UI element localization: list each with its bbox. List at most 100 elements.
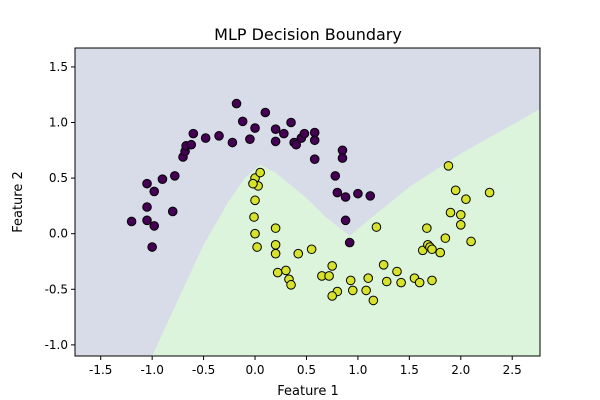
y-tick-label: 0.5 bbox=[49, 171, 68, 185]
scatter-point-class-0 bbox=[340, 192, 351, 202]
scatter-point-class-1 bbox=[270, 248, 281, 259]
scatter-point-class-0 bbox=[126, 216, 137, 227]
scatter-point-class-1 bbox=[427, 244, 437, 255]
scatter-point-class-1 bbox=[249, 212, 259, 222]
y-axis-ticks: -1.0 -0.5 0.0 0.5 1.0 1.5 bbox=[45, 60, 75, 352]
scatter-point-class-1 bbox=[461, 194, 471, 205]
scatter-point-class-1 bbox=[450, 185, 461, 196]
scatter-point-class-0 bbox=[200, 133, 211, 143]
scatter-point-class-1 bbox=[327, 261, 337, 271]
scatter-point-class-1 bbox=[347, 285, 358, 296]
scatter-point-class-1 bbox=[270, 240, 281, 250]
x-tick-label: 2.0 bbox=[451, 363, 470, 377]
x-tick-label: 0.0 bbox=[245, 363, 264, 377]
scatter-point-class-0 bbox=[260, 107, 271, 118]
scatter-point-class-1 bbox=[250, 228, 260, 239]
scatter-point-class-1 bbox=[361, 285, 371, 296]
scatter-points bbox=[126, 98, 495, 306]
y-tick-label: 1.5 bbox=[49, 60, 68, 74]
scatter-point-class-0 bbox=[147, 242, 157, 252]
scatter-point-class-1 bbox=[327, 291, 337, 301]
scatter-point-class-1 bbox=[270, 223, 281, 233]
scatter-point-class-1 bbox=[306, 244, 317, 255]
scatter-point-class-0 bbox=[167, 206, 178, 217]
plot-frame bbox=[74, 47, 541, 357]
scatter-point-class-1 bbox=[396, 277, 406, 288]
scatter-point-class-1 bbox=[440, 233, 451, 243]
scatter-point-class-0 bbox=[344, 237, 355, 248]
scatter-point-class-0 bbox=[286, 117, 296, 128]
scatter-point-class-0 bbox=[270, 136, 281, 147]
scatter-point-class-1 bbox=[445, 207, 456, 218]
scatter-point-class-0 bbox=[142, 202, 152, 212]
chart-title: MLP Decision Boundary bbox=[214, 25, 402, 44]
scatter-point-class-0 bbox=[142, 178, 152, 189]
x-axis-label: Feature 1 bbox=[277, 384, 339, 399]
y-tick-label: 0.0 bbox=[49, 227, 68, 241]
scatter-point-class-1 bbox=[378, 260, 389, 270]
scatter-point-class-1 bbox=[255, 167, 265, 178]
y-tick-label: 1.0 bbox=[49, 115, 68, 129]
scatter-point-class-0 bbox=[291, 139, 301, 150]
scatter-point-class-0 bbox=[214, 131, 224, 141]
x-tick-label: -1.0 bbox=[140, 363, 163, 377]
scatter-point-class-1 bbox=[443, 161, 454, 171]
x-tick-label: 1.5 bbox=[400, 363, 419, 377]
x-tick-label: 2.5 bbox=[503, 363, 522, 377]
scatter-point-class-1 bbox=[363, 273, 373, 283]
scatter-point-class-1 bbox=[252, 242, 262, 252]
scatter-point-class-1 bbox=[324, 271, 334, 281]
scatter-point-class-0 bbox=[353, 188, 363, 199]
x-tick-label: 1.0 bbox=[348, 363, 367, 377]
scatter-point-class-0 bbox=[309, 135, 320, 146]
scatter-point-class-1 bbox=[272, 267, 283, 278]
scatter-point-class-0 bbox=[340, 215, 351, 226]
scatter-point-class-0 bbox=[330, 171, 341, 181]
scatter-point-class-0 bbox=[169, 171, 180, 181]
scatter-point-class-1 bbox=[345, 275, 356, 286]
scatter-point-class-0 bbox=[149, 186, 160, 197]
y-axis-label: Feature 2 bbox=[11, 171, 26, 233]
x-tick-label: -0.5 bbox=[192, 363, 215, 377]
scatter-point-class-0 bbox=[227, 137, 238, 148]
scatter-point-class-0 bbox=[365, 191, 376, 201]
scatter-point-class-1 bbox=[422, 223, 432, 233]
decision-region-class-1 bbox=[152, 109, 540, 356]
scatter-point-class-1 bbox=[435, 247, 446, 258]
scatter-point-class-1 bbox=[248, 178, 258, 189]
scatter-point-class-0 bbox=[250, 123, 260, 133]
scatter-point-class-0 bbox=[299, 128, 310, 139]
scatter-point-class-0 bbox=[157, 174, 168, 185]
scatter-point-class-1 bbox=[392, 266, 402, 277]
scatter-point-class-0 bbox=[149, 221, 160, 231]
scatter-point-class-1 bbox=[368, 295, 379, 306]
x-tick-label: 0.5 bbox=[297, 363, 316, 377]
y-tick-label: -1.0 bbox=[45, 338, 68, 352]
scatter-point-class-0 bbox=[309, 154, 320, 164]
scatter-point-class-0 bbox=[270, 124, 281, 134]
scatter-point-class-1 bbox=[455, 219, 466, 230]
scatter-point-class-0 bbox=[186, 139, 197, 150]
scatter-point-class-1 bbox=[281, 265, 291, 276]
scatter-point-class-1 bbox=[427, 275, 437, 286]
scatter-point-class-1 bbox=[371, 222, 382, 232]
scatter-point-class-0 bbox=[337, 153, 348, 163]
scatter-point-class-0 bbox=[237, 116, 248, 127]
scatter-point-class-0 bbox=[245, 134, 255, 144]
x-axis-ticks: -1.5 -1.0 -0.5 0.0 0.5 1.0 1.5 2.0 2.5 bbox=[89, 356, 522, 377]
scatter-point-class-1 bbox=[286, 280, 296, 290]
scatter-point-class-0 bbox=[142, 215, 152, 226]
scatter-point-class-0 bbox=[279, 128, 289, 139]
scatter-point-class-1 bbox=[466, 236, 476, 247]
scatter-point-class-0 bbox=[332, 187, 343, 198]
scatter-point-class-0 bbox=[231, 98, 242, 109]
y-tick-label: -0.5 bbox=[45, 282, 68, 296]
scatter-point-class-1 bbox=[484, 187, 495, 198]
scatter-point-class-1 bbox=[381, 276, 392, 287]
scatter-point-class-1 bbox=[293, 248, 304, 259]
x-tick-label: -1.5 bbox=[89, 363, 112, 377]
scatter-point-class-1 bbox=[414, 277, 425, 288]
scatter-point-class-1 bbox=[250, 195, 260, 206]
scatter-point-class-1 bbox=[455, 209, 466, 220]
